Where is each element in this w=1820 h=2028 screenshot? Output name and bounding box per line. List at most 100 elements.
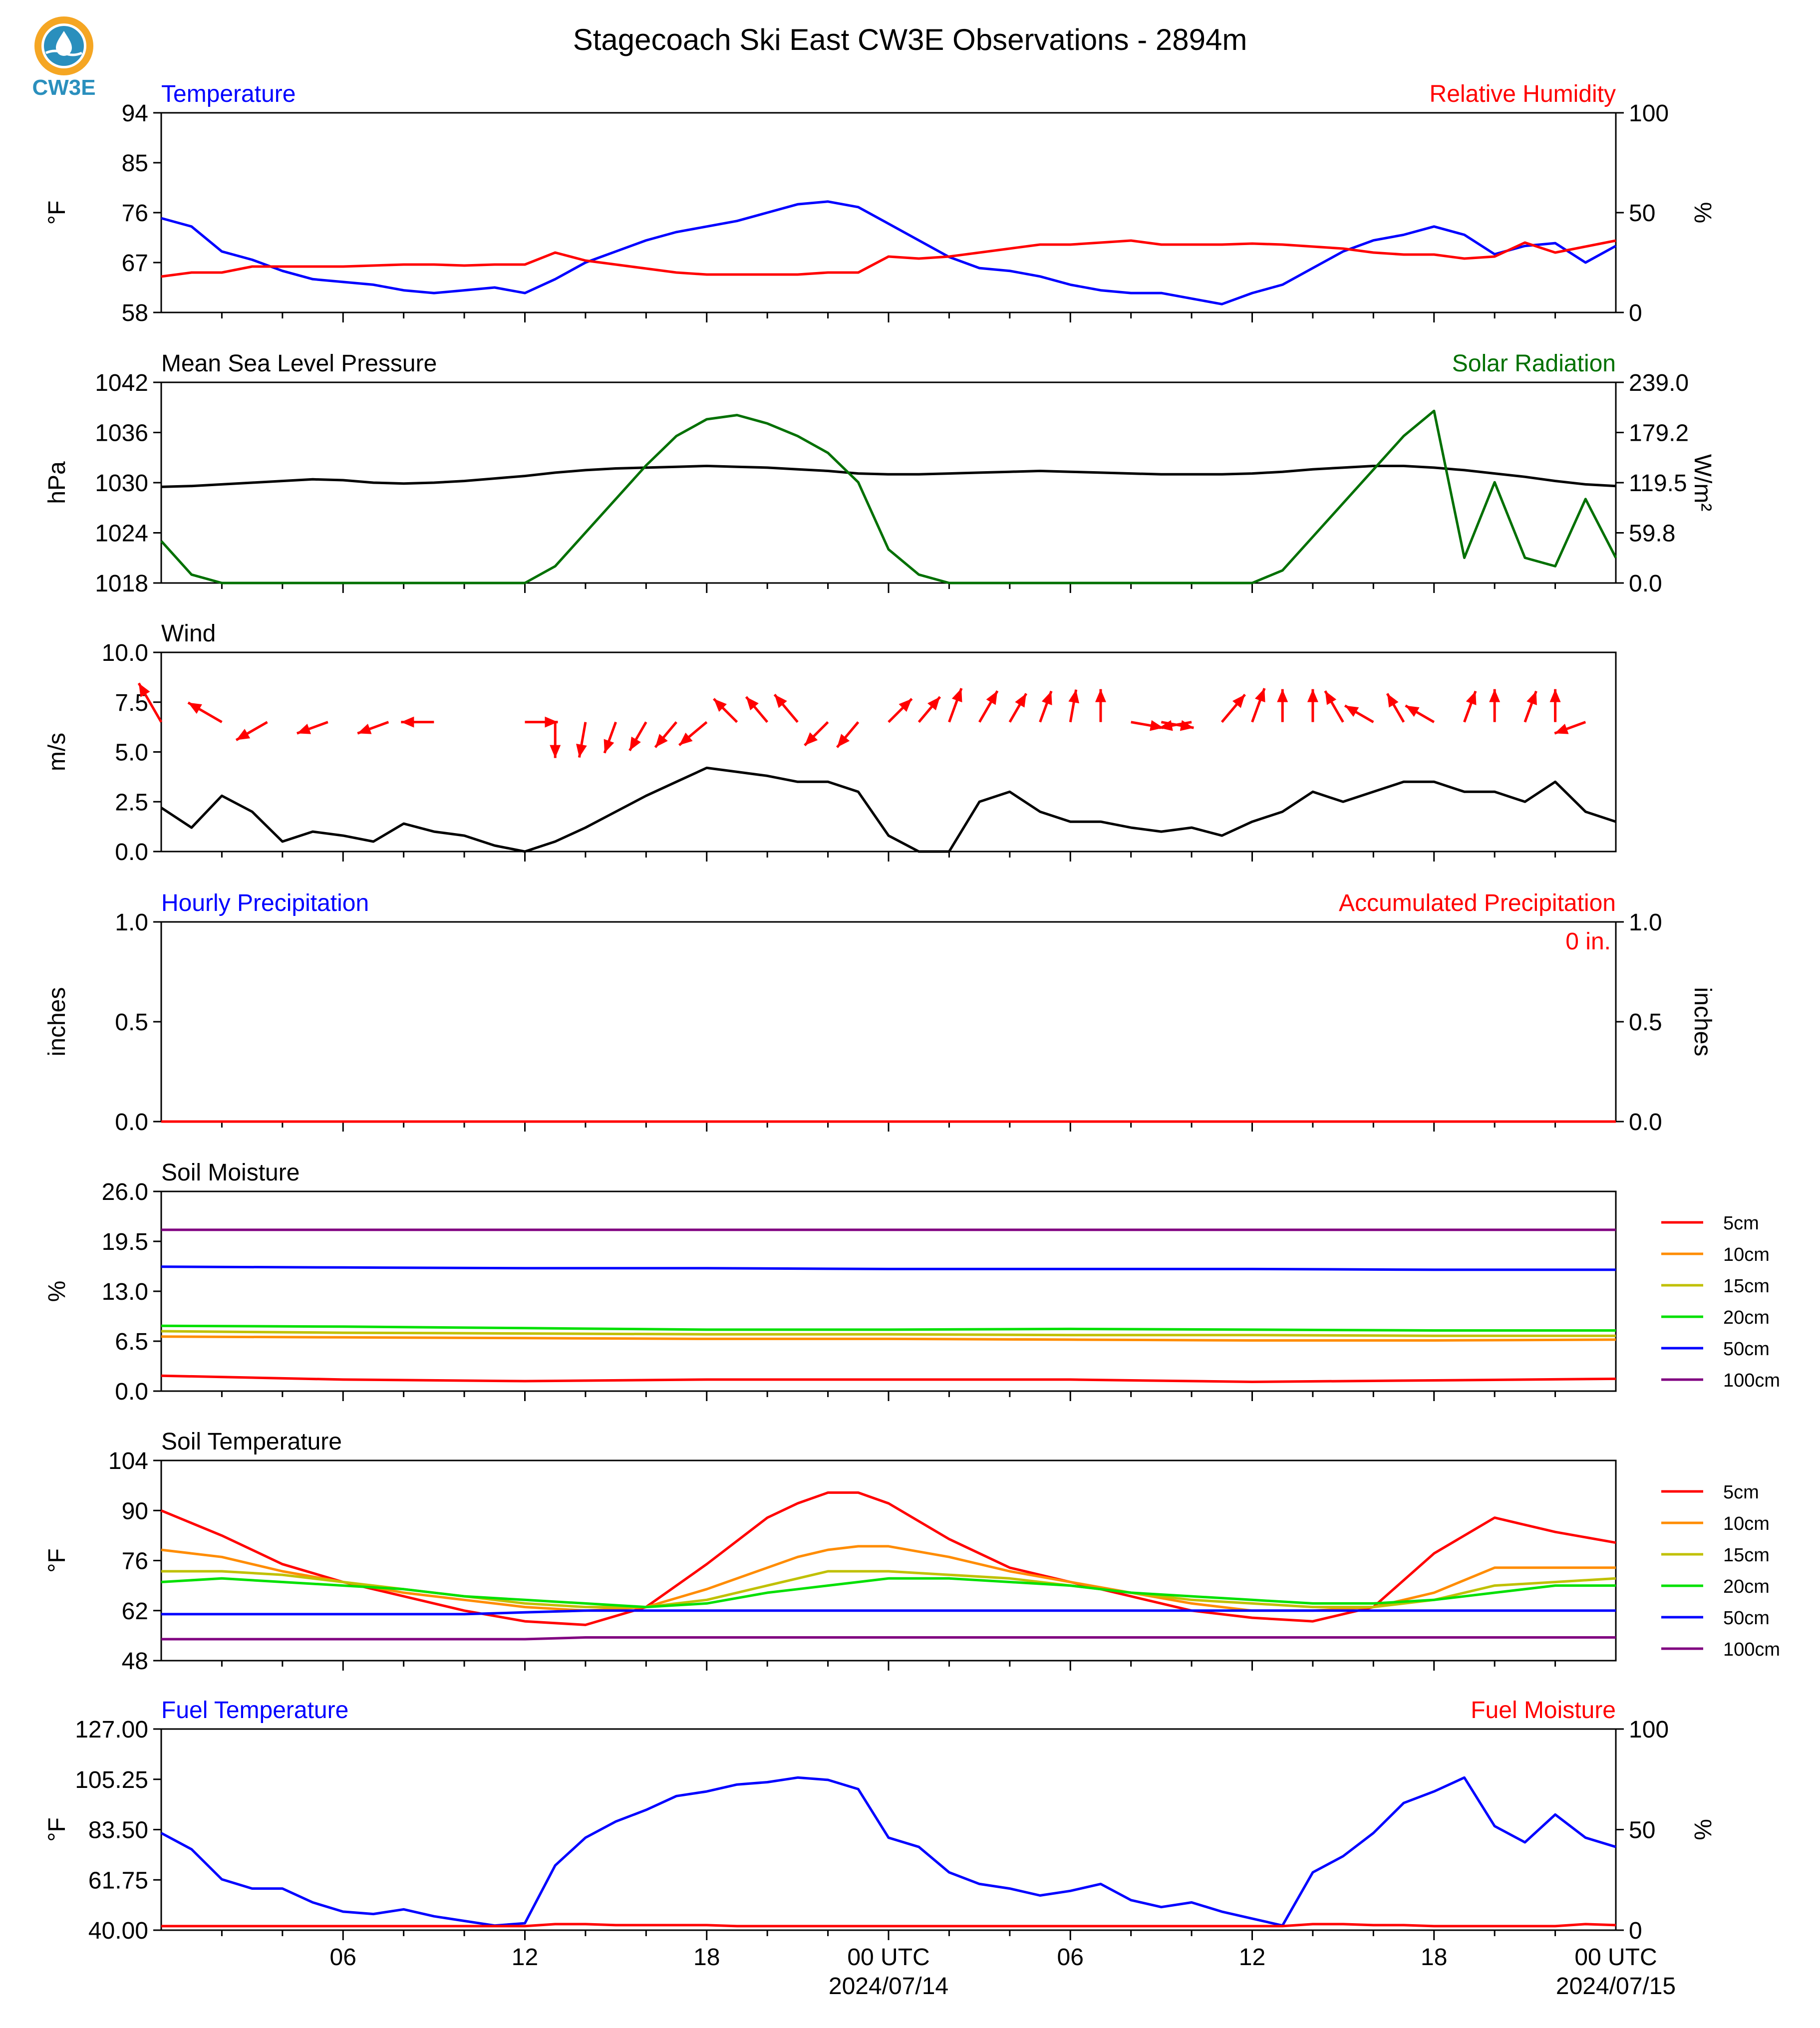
- panel-frame: [160, 1728, 1617, 1931]
- soil-legend: 5cm 10cm 15cm 20cm 50cm 100cm: [1661, 1213, 1780, 1391]
- wind-arrow-head: [1489, 689, 1501, 702]
- wind-arrow: [654, 721, 677, 748]
- legend-label: 20cm: [1723, 1576, 1770, 1597]
- y-tick-label-left: 13.0: [102, 1279, 148, 1305]
- series-line-20cm: [161, 1577, 1616, 1609]
- wind-arrow-head: [545, 716, 558, 728]
- y-tick-label-left: 104: [108, 1448, 148, 1474]
- series-line-5cm: [161, 1374, 1616, 1383]
- panel-title-left: Temperature: [161, 81, 296, 107]
- x-tick-label: 18: [1421, 1944, 1447, 1971]
- series-line-temperature: [161, 200, 1617, 305]
- figure-title: Stagecoach Ski East CW3E Observations - …: [573, 23, 1247, 56]
- cw3e-logo-graphic: CW3E: [32, 16, 96, 100]
- y-tick-label-left: 0.5: [115, 1009, 148, 1036]
- wind-arrow-head: [1466, 691, 1477, 705]
- y-tick-label-left: 1036: [95, 420, 148, 447]
- panels: Temperature Relative Humidity 94 85 76 67 58 10…: [44, 81, 1780, 2000]
- wind-arrow-head: [837, 734, 850, 748]
- y-tick-label-right: 59.8: [1629, 521, 1675, 547]
- y-axis-label-left: inches: [44, 987, 70, 1057]
- y-tick-label-left: 0.0: [115, 1379, 148, 1405]
- wind-arrow: [978, 690, 999, 723]
- legend-label: 10cm: [1723, 1513, 1770, 1534]
- x-tick-label: 18: [693, 1944, 720, 1971]
- panel-title-right: Solar Radiation: [1452, 350, 1616, 377]
- wind-arrow: [1405, 704, 1435, 723]
- panel-title-right: Fuel Moisture: [1471, 1697, 1616, 1724]
- wind-arrow-head: [746, 697, 759, 711]
- wind-arrow: [137, 682, 163, 723]
- wind-arrow-head: [1232, 694, 1245, 708]
- y-axis-label-left: hPa: [44, 461, 70, 504]
- y-tick-label-left: 105.25: [75, 1767, 148, 1793]
- wind-arrow-head: [1554, 723, 1569, 734]
- wind-arrow-head: [774, 694, 787, 708]
- panel-2: Mean Sea Level Pressure Solar Radiation 10…: [44, 350, 1716, 597]
- series-line-10cm: [161, 1335, 1616, 1342]
- wind-arrow-head: [1254, 688, 1265, 703]
- wind-arrow-head: [1095, 689, 1106, 702]
- wind-arrow-head: [297, 723, 311, 734]
- wind-arrow: [948, 688, 963, 723]
- panel-title-left: Fuel Temperature: [161, 1697, 348, 1724]
- y-tick-label-left: 48: [122, 1648, 148, 1675]
- x-tick-label: 06: [330, 1944, 356, 1971]
- panel-7: Fuel Temperature Fuel Moisture 127.00 105.2…: [44, 1697, 1716, 1944]
- wind-arrow-head: [550, 745, 561, 758]
- wind-arrow: [187, 701, 223, 723]
- y-tick-label-left: 85: [122, 150, 148, 177]
- y-tick-label-left: 6.5: [115, 1329, 148, 1355]
- wind-arrow: [1159, 720, 1192, 731]
- wind-arrow-head: [357, 723, 372, 734]
- wind-arrow-head: [986, 691, 998, 705]
- series-line-mean-sea-level-pressure: [161, 465, 1616, 488]
- wind-arrow: [836, 721, 860, 748]
- legend-label: 20cm: [1723, 1307, 1770, 1328]
- soil-legend: 5cm 10cm 15cm 20cm 50cm 100cm: [1661, 1482, 1780, 1660]
- panel-title-right: Accumulated Precipitation: [1339, 890, 1616, 916]
- wind-arrow: [297, 721, 328, 735]
- wind-arrow: [525, 716, 558, 728]
- wind-arrow-head: [679, 732, 693, 745]
- x-date-label: 2024/07/15: [1556, 1973, 1676, 2000]
- wind-arrow-head: [1307, 689, 1318, 702]
- wind-arrow-head: [804, 732, 818, 746]
- wind-arrow: [1008, 693, 1027, 723]
- y-axis-label-right: W/m²: [1689, 454, 1716, 512]
- y-tick-label-right: 0.5: [1629, 1009, 1662, 1036]
- wind-arrow-head: [401, 716, 414, 728]
- panel-frame: [160, 1459, 1617, 1662]
- wind-arrow: [576, 722, 587, 758]
- wind-arrow: [1554, 721, 1586, 735]
- y-axis-label-right: %: [1689, 202, 1716, 224]
- series-line-20cm: [161, 1324, 1616, 1332]
- y-tick-label-right: 179.2: [1629, 420, 1689, 447]
- wind-arrow-head: [188, 702, 202, 714]
- logo-wave: [45, 49, 83, 56]
- series-line-100cm: [161, 1636, 1616, 1641]
- y-tick-label-left: 1.0: [115, 909, 148, 936]
- logo-drop-icon: [56, 31, 72, 56]
- wind-arrow-head: [1068, 689, 1080, 704]
- legend-label: 50cm: [1723, 1339, 1770, 1360]
- y-tick-label-right: 100: [1629, 1717, 1669, 1743]
- y-tick-label-right: 0.0: [1629, 571, 1662, 597]
- wind-arrow: [773, 693, 799, 723]
- wind-arrow: [678, 721, 708, 746]
- y-axis-label-left: m/s: [44, 733, 70, 771]
- series-line-solar-radiation: [160, 409, 1617, 584]
- panel-frame: [160, 1190, 1617, 1392]
- y-tick-label-right: 239.0: [1629, 370, 1689, 396]
- y-axis-label-left: °F: [44, 1548, 70, 1573]
- wind-arrow-head: [1345, 705, 1359, 717]
- wind-arrow: [1523, 690, 1537, 723]
- logo-text: CW3E: [32, 75, 95, 100]
- legend-label: 100cm: [1723, 1370, 1780, 1391]
- y-tick-label-right: 50: [1629, 200, 1655, 227]
- series-line-50cm: [161, 1609, 1616, 1616]
- series-line-fuel-temperature: [160, 1776, 1616, 1927]
- series-line-relative-humidity: [161, 239, 1616, 278]
- y-axis-label-right: inches: [1689, 987, 1716, 1057]
